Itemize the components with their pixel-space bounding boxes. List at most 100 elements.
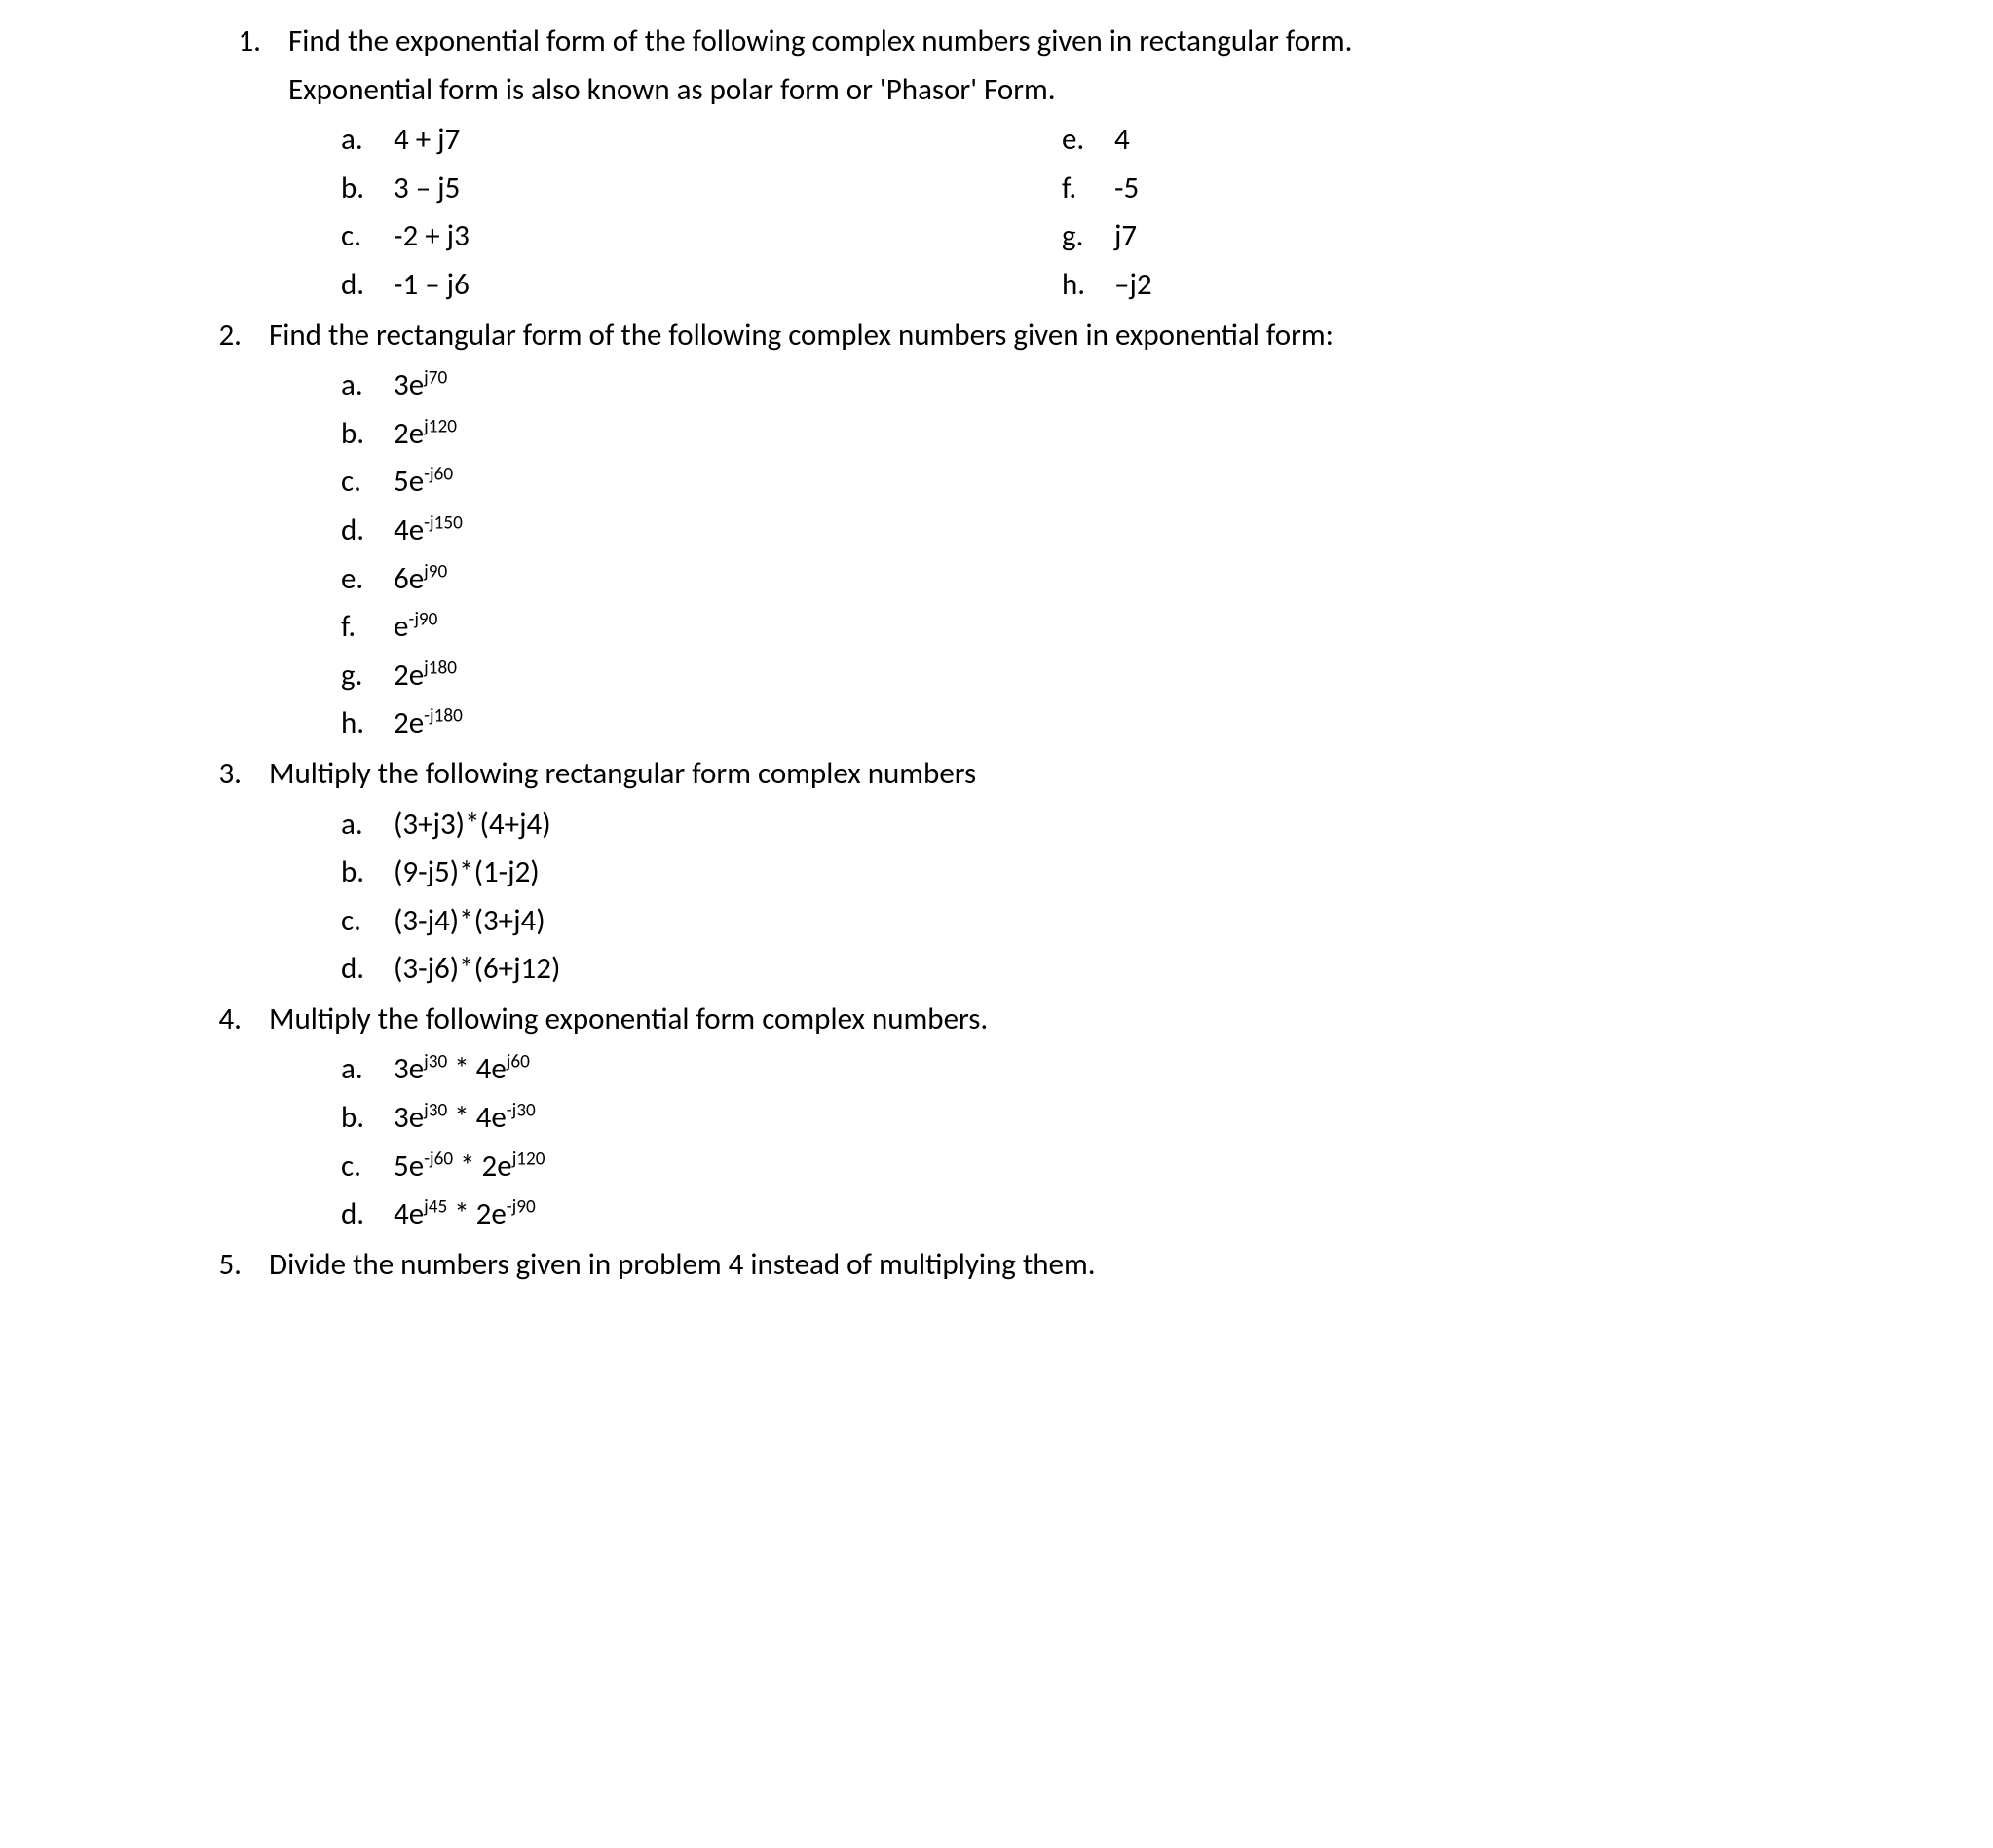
- question-text-line: Divide the numbers given in problem 4 in…: [269, 1241, 1096, 1290]
- sub-item-text: 4 + j7: [394, 116, 460, 165]
- sub-item-text: 3ej30 * 4ej60: [394, 1045, 530, 1094]
- sub-item-letter: c.: [341, 1143, 394, 1191]
- sub-item-text: 3 – j5: [394, 165, 460, 213]
- sub-item: a.3ej30 * 4ej60: [341, 1045, 1993, 1094]
- question-2: 2.Find the rectangular form of the follo…: [0, 312, 1993, 748]
- sub-item-text: 2ej180: [394, 652, 457, 700]
- sub-item-letter: f.: [341, 603, 394, 652]
- question-text: Multiply the following exponential form …: [269, 996, 988, 1044]
- question-row: 1.Find the exponential form of the follo…: [0, 18, 1993, 114]
- sub-item-text: -2 + j3: [394, 212, 470, 261]
- sub-item: h.–j2: [1062, 261, 1451, 310]
- question-number: 5.: [0, 1241, 269, 1290]
- question-row: 5.Divide the numbers given in problem 4 …: [0, 1241, 1993, 1290]
- sub-item-letter: b.: [341, 849, 394, 897]
- question-text: Multiply the following rectangular form …: [269, 750, 976, 799]
- sub-item-text: (3-j4)*(3+j4): [394, 897, 545, 946]
- question-row: 2.Find the rectangular form of the follo…: [0, 312, 1993, 360]
- sub-item: c.5e-j60 * 2ej120: [341, 1143, 1993, 1191]
- sub-item-letter: b.: [341, 165, 394, 213]
- sub-item-text: -1 – j6: [394, 261, 470, 310]
- sub-item: c.-2 + j3: [341, 212, 1052, 261]
- sub-item-letter: e.: [1062, 116, 1114, 165]
- sub-item-letter: b.: [341, 410, 394, 459]
- sub-item-text: 5e-j60: [394, 458, 453, 507]
- sub-item-text: 4e-j150: [394, 507, 463, 555]
- question-number: 4.: [0, 996, 269, 1044]
- sub-item-text: 2ej120: [394, 410, 457, 459]
- sub-item-letter: d.: [341, 945, 394, 994]
- sub-item: h.2e-j180: [341, 699, 1993, 748]
- sub-item-letter: a.: [341, 1045, 394, 1094]
- sub-item-letter: a.: [341, 361, 394, 410]
- sub-item: g.2ej180: [341, 652, 1993, 700]
- question-text: Find the rectangular form of the followi…: [269, 312, 1334, 360]
- question-number: 1.: [0, 18, 288, 114]
- sub-item: f.-5: [1062, 165, 1451, 213]
- question-text-line: Find the rectangular form of the followi…: [269, 312, 1334, 360]
- subitems-one-col: a.(3+j3)*(4+j4)b.(9-j5)*(1-j2)c.(3-j4)*(…: [341, 801, 1993, 994]
- sub-item-letter: a.: [341, 116, 394, 165]
- sub-item-text: 4: [1114, 116, 1130, 165]
- sub-item-letter: c.: [341, 212, 394, 261]
- sub-item-letter: h.: [1062, 261, 1114, 310]
- question-text-line: Multiply the following exponential form …: [269, 996, 988, 1044]
- question-5: 5.Divide the numbers given in problem 4 …: [0, 1241, 1993, 1290]
- question-text-line: Exponential form is also known as polar …: [288, 66, 1352, 115]
- sub-item-letter: g.: [341, 652, 394, 700]
- sub-item-letter: e.: [341, 555, 394, 604]
- sub-item-text: 2e-j180: [394, 699, 463, 748]
- subitems-one-col: a.3ej30 * 4ej60b.3ej30 * 4e-j30c.5e-j60 …: [341, 1045, 1993, 1238]
- question-1: 1.Find the exponential form of the follo…: [0, 18, 1993, 310]
- sub-item-text: e-j90: [394, 603, 437, 652]
- sub-item-letter: d.: [341, 261, 394, 310]
- sub-item: a.(3+j3)*(4+j4): [341, 801, 1993, 849]
- sub-item: b.3ej30 * 4e-j30: [341, 1094, 1993, 1143]
- sub-item-text: 5e-j60 * 2ej120: [394, 1143, 545, 1191]
- sub-item-letter: g.: [1062, 212, 1114, 261]
- sub-item: f.e-j90: [341, 603, 1993, 652]
- sub-item-text: 6ej90: [394, 555, 447, 604]
- sub-item: d.(3-j6)*(6+j12): [341, 945, 1993, 994]
- sub-item-letter: f.: [1062, 165, 1114, 213]
- sub-item-text: (9-j5)*(1-j2): [394, 849, 540, 897]
- sub-item: d.4e-j150: [341, 507, 1993, 555]
- question-list: 1.Find the exponential form of the follo…: [0, 18, 1993, 1289]
- sub-item-text: (3+j3)*(4+j4): [394, 801, 551, 849]
- question-3: 3.Multiply the following rectangular for…: [0, 750, 1993, 994]
- sub-item: e.4: [1062, 116, 1451, 165]
- sub-item-letter: c.: [341, 897, 394, 946]
- question-text-line: Multiply the following rectangular form …: [269, 750, 976, 799]
- sub-item-text: 4ej45 * 2e-j90: [394, 1190, 536, 1239]
- sub-item: b.2ej120: [341, 410, 1993, 459]
- sub-item-letter: c.: [341, 458, 394, 507]
- sub-item: b.3 – j5: [341, 165, 1052, 213]
- sub-item: g.j7: [1062, 212, 1451, 261]
- sub-item-text: -5: [1114, 165, 1139, 213]
- question-row: 4.Multiply the following exponential for…: [0, 996, 1993, 1044]
- sub-item-text: 3ej30 * 4e-j30: [394, 1094, 536, 1143]
- sub-item-letter: a.: [341, 801, 394, 849]
- left-column: a.4 + j7b.3 – j5c.-2 + j3d.-1 – j6: [341, 116, 1052, 309]
- sub-item: a.3ej70: [341, 361, 1993, 410]
- sub-item: e.6ej90: [341, 555, 1993, 604]
- sub-item: d.4ej45 * 2e-j90: [341, 1190, 1993, 1239]
- question-row: 3.Multiply the following rectangular for…: [0, 750, 1993, 799]
- question-text: Divide the numbers given in problem 4 in…: [269, 1241, 1096, 1290]
- sub-item-letter: d.: [341, 1190, 394, 1239]
- sub-item-text: (3-j6)*(6+j12): [394, 945, 560, 994]
- sub-item-text: j7: [1114, 212, 1137, 261]
- sub-item: d.-1 – j6: [341, 261, 1052, 310]
- sub-item-letter: h.: [341, 699, 394, 748]
- sub-item: a.4 + j7: [341, 116, 1052, 165]
- sub-item-letter: d.: [341, 507, 394, 555]
- sub-item-text: 3ej70: [394, 361, 447, 410]
- right-column: e.4f.-5g.j7h.–j2: [1062, 116, 1451, 309]
- question-text: Find the exponential form of the followi…: [288, 18, 1352, 114]
- question-number: 3.: [0, 750, 269, 799]
- question-4: 4.Multiply the following exponential for…: [0, 996, 1993, 1239]
- sub-item: c.5e-j60: [341, 458, 1993, 507]
- sub-item-text: –j2: [1114, 261, 1152, 310]
- sub-item: c.(3-j4)*(3+j4): [341, 897, 1993, 946]
- worksheet-page: 1.Find the exponential form of the follo…: [0, 0, 1993, 1289]
